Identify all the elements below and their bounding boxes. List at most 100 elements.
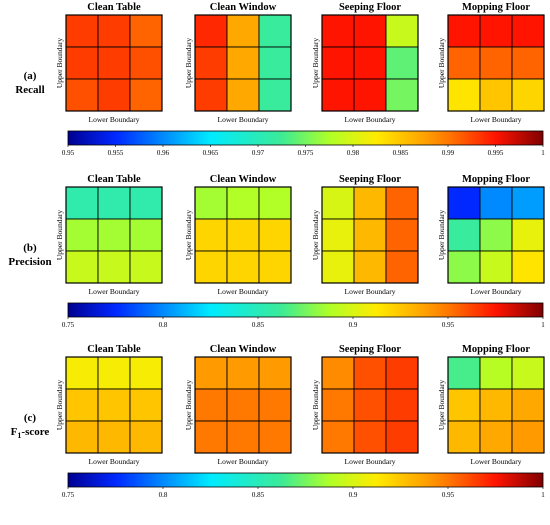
panel-title: Seeping Floor — [339, 2, 401, 13]
colorbar-tick-label: 0.75 — [62, 491, 75, 499]
heatmap-cell — [479, 250, 513, 284]
heatmap-cell — [321, 388, 355, 422]
heatmap-cell — [194, 250, 228, 284]
heatmap-cell — [447, 420, 481, 454]
panel-title: Clean Window — [210, 344, 277, 355]
row-title: Precision — [8, 256, 51, 268]
row-title-subscript: 1 — [17, 431, 21, 440]
panel-frame — [447, 14, 545, 112]
row-title: F1-score — [11, 426, 50, 440]
heatmap-cell — [321, 250, 355, 284]
panel-title: Seeping Floor — [339, 344, 401, 355]
colorbar — [67, 302, 544, 318]
heatmap-panel: Clean Table Lower Boundary Upper Boundary — [55, 174, 163, 296]
panel-frame — [321, 186, 419, 284]
heatmap-cell — [65, 250, 99, 284]
heatmap-cell — [385, 218, 419, 252]
heatmap-cell — [226, 78, 260, 112]
panel-frame — [194, 186, 292, 284]
heatmap-panel: Seeping Floor Lower Boundary Upper Boundar… — [311, 2, 419, 124]
heatmap-cell — [479, 356, 513, 390]
heatmap-cell — [321, 186, 355, 220]
heatmap-cell — [447, 388, 481, 422]
heatmap-cell — [97, 250, 131, 284]
heatmap-cell — [321, 78, 355, 112]
panel-title: Clean Window — [210, 174, 277, 185]
row-title: Recall — [15, 84, 44, 96]
heatmap-cell — [258, 186, 292, 220]
heatmap-cell — [258, 388, 292, 422]
panel-title: Mopping Floor — [462, 2, 530, 13]
heatmap-cell — [65, 46, 99, 80]
heatmap-cell — [511, 356, 545, 390]
x-axis-label: Lower Boundary — [344, 115, 395, 124]
colorbar-tick-label: 0.995 — [488, 149, 504, 157]
heatmap-cell — [65, 14, 99, 48]
heatmap-cell — [353, 388, 387, 422]
heatmap-cell — [385, 356, 419, 390]
heatmap-cell — [194, 186, 228, 220]
heatmap-cell — [447, 46, 481, 80]
panel-title: Clean Table — [87, 2, 141, 13]
colorbar-tick-label: 0.975 — [298, 149, 314, 157]
heatmap-cell — [385, 46, 419, 80]
heatmap-cell — [194, 388, 228, 422]
x-axis-label: Lower Boundary — [344, 457, 395, 466]
heatmap-cell — [385, 14, 419, 48]
x-axis-label: Lower Boundary — [88, 457, 139, 466]
heatmap-panel: Mopping Floor Lower Boundary Upper Boundar… — [437, 174, 545, 296]
y-axis-label: Upper Boundary — [55, 38, 64, 88]
heatmap-cell — [129, 218, 163, 252]
heatmap-cell — [258, 250, 292, 284]
y-axis-label: Upper Boundary — [437, 380, 446, 430]
heatmap-cell — [258, 78, 292, 112]
panel-title: Seeping Floor — [339, 174, 401, 185]
colorbar-tick-label: 0.8 — [159, 321, 168, 329]
heatmap-cell — [479, 218, 513, 252]
metric-row: (c) F1-score Clean Table Lower Boundary Uppe… — [11, 344, 546, 499]
colorbar-tick-label: 0.97 — [252, 149, 265, 157]
heatmap-panel: Seeping Floor Lower Boundary Upper Boundar… — [311, 344, 419, 466]
heatmap-panel: Clean Window Lower Boundary Upper Boundary — [184, 344, 292, 466]
heatmap-cell — [511, 420, 545, 454]
heatmap-cell — [97, 420, 131, 454]
heatmap-cell — [194, 356, 228, 390]
heatmap-cell — [385, 186, 419, 220]
panel-frame — [65, 186, 163, 284]
colorbar-tick-label: 1 — [541, 491, 545, 499]
heatmap-cell — [447, 78, 481, 112]
heatmap-cell — [129, 46, 163, 80]
heatmap-cell — [194, 14, 228, 48]
heatmap-cell — [226, 46, 260, 80]
heatmap-cell — [353, 78, 387, 112]
panel-title: Clean Window — [210, 2, 277, 13]
heatmap-cell — [321, 420, 355, 454]
colorbar-tick-label: 0.985 — [393, 149, 409, 157]
row-label: (b) — [23, 242, 37, 254]
heatmap-cell — [226, 388, 260, 422]
heatmap-cell — [321, 356, 355, 390]
x-axis-label: Lower Boundary — [88, 287, 139, 296]
panel-frame — [447, 186, 545, 284]
heatmap-cell — [385, 250, 419, 284]
panel-frame — [321, 14, 419, 112]
x-axis-label: Lower Boundary — [217, 287, 268, 296]
heatmap-cell — [129, 420, 163, 454]
heatmap-cell — [353, 420, 387, 454]
heatmap-panel: Clean Table Lower Boundary Upper Boundary — [55, 344, 163, 466]
colorbar-tick-label: 1 — [541, 321, 545, 329]
heatmap-cell — [479, 186, 513, 220]
heatmap-panel: Seeping Floor Lower Boundary Upper Boundar… — [311, 174, 419, 296]
colorbar-tick-label: 0.95 — [62, 149, 75, 157]
colorbar-tick-label: 0.95 — [442, 491, 455, 499]
heatmap-cell — [65, 78, 99, 112]
colorbar-tick-label: 0.99 — [442, 149, 455, 157]
heatmap-cell — [65, 356, 99, 390]
heatmap-cell — [258, 356, 292, 390]
y-axis-label: Upper Boundary — [55, 210, 64, 260]
heatmap-cell — [129, 78, 163, 112]
heatmap-cell — [447, 14, 481, 48]
heatmap-cell — [65, 420, 99, 454]
heatmap-cell — [353, 186, 387, 220]
heatmap-panel: Mopping Floor Lower Boundary Upper Boundar… — [437, 344, 545, 466]
